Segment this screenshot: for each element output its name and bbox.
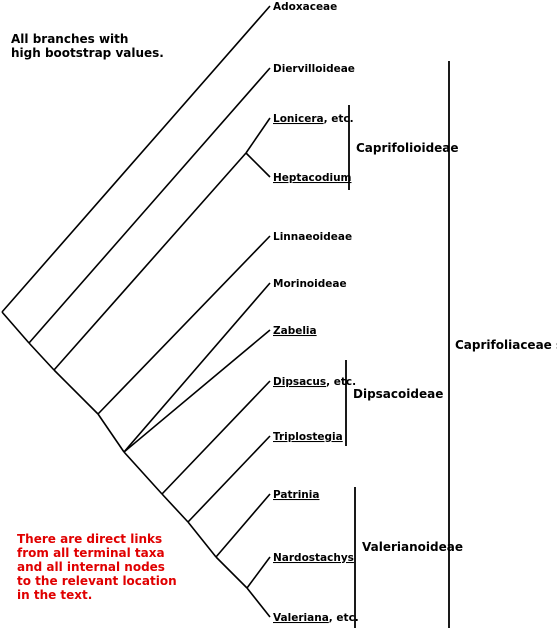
taxon-name-lonicera[interactable]: Lonicera [273, 113, 324, 125]
taxon-label-diervilloideae: Diervilloideae [273, 63, 355, 75]
taxon-label-zabelia[interactable]: Zabelia [273, 325, 317, 337]
taxon-name-valeriana[interactable]: Valeriana [273, 612, 329, 624]
tree-branch-n1 [1, 311, 30, 344]
taxon-name-triplostegia[interactable]: Triplostegia [273, 431, 343, 443]
taxon-suffix-lonicera: , etc. [324, 113, 354, 125]
tree-branch-n5 [97, 413, 125, 453]
clade-label-valerianoideae: Valerianoideae [362, 540, 463, 554]
taxon-label-patrinia[interactable]: Patrinia [273, 489, 319, 501]
taxon-name-dipsacus[interactable]: Dipsacus [273, 376, 326, 388]
taxon-label-heptacodium[interactable]: Heptacodium [273, 172, 352, 184]
taxon-suffix-valeriana: , etc. [329, 612, 359, 624]
taxon-label-dipsacus[interactable]: Dipsacus, etc. [273, 376, 356, 388]
tree-branches [1, 5, 271, 618]
tree-branch-n8 [187, 521, 217, 558]
links-note-line: from all terminal taxa [17, 546, 165, 560]
links-note-line: in the text. [17, 588, 93, 602]
taxon-label-triplostegia[interactable]: Triplostegia [273, 431, 343, 443]
links-note-line: There are direct links [17, 532, 163, 546]
clade-label-caprifoliaceae: Caprifoliaceae s.l. [455, 338, 557, 352]
taxon-label-nardostachys[interactable]: Nardostachys [273, 552, 354, 564]
links-note: There are direct links from all terminal… [17, 532, 177, 602]
bootstrap-note: All branches with high bootstrap values. [11, 32, 164, 60]
taxon-label-linnaeoideae: Linnaeoideae [273, 231, 352, 243]
taxon-label-adoxaceae: Adoxaceae [273, 1, 337, 13]
tree-branch-n3 [53, 152, 247, 371]
links-note-line: and all internal nodes [17, 560, 165, 574]
clade-label-caprifolioideae: Caprifolioideae [356, 141, 459, 155]
taxon-name-patrinia[interactable]: Patrinia [273, 489, 319, 501]
tree-branch-n7 [161, 493, 189, 523]
tree-branch-dipsacus [161, 380, 271, 495]
bootstrap-note-line: high bootstrap values. [11, 46, 164, 60]
taxon-label-valeriana[interactable]: Valeriana, etc. [273, 612, 359, 624]
tree-branch-adoxaceae [1, 5, 271, 313]
tree-branch-linnaeoideae [97, 235, 271, 415]
clade-label-dipsacoideae: Dipsacoideae [353, 387, 443, 401]
taxon-name-heptacodium[interactable]: Heptacodium [273, 172, 352, 184]
tree-branch-valeriana [246, 587, 271, 618]
tree-branch-morinoideae [123, 282, 271, 453]
taxon-name-linnaeoideae: Linnaeoideae [273, 231, 352, 243]
taxon-name-nardostachys[interactable]: Nardostachys [273, 552, 354, 564]
tree-branch-n9 [215, 556, 248, 589]
tree-branch-n2 [28, 342, 55, 371]
taxon-label-morinoideae: Morinoideae [273, 278, 347, 290]
tree-branch-heptacodium [245, 152, 271, 178]
tree-branch-triplostegia [187, 435, 271, 523]
tree-branch-nardostachys [246, 556, 271, 589]
taxon-name-zabelia[interactable]: Zabelia [273, 325, 317, 337]
taxon-suffix-dipsacus: , etc. [326, 376, 356, 388]
links-note-line: to the relevant location [17, 574, 177, 588]
clade-brackets: Caprifolioideae Dipsacoideae Valerianoidea… [345, 61, 557, 628]
tree-branch-diervilloideae [28, 67, 271, 344]
bootstrap-note-line: All branches with [11, 32, 129, 46]
tree-branch-zabelia [123, 329, 271, 453]
taxon-name-adoxaceae: Adoxaceae [273, 1, 337, 13]
taxon-name-morinoideae: Morinoideae [273, 278, 347, 290]
tree-branch-n4 [53, 369, 99, 415]
taxon-name-diervilloideae: Diervilloideae [273, 63, 355, 75]
tree-branch-lonicera [245, 117, 271, 154]
tree-branch-patrinia [215, 493, 271, 558]
tree-branch-n6 [123, 451, 163, 495]
taxon-label-lonicera[interactable]: Lonicera, etc. [273, 113, 354, 125]
